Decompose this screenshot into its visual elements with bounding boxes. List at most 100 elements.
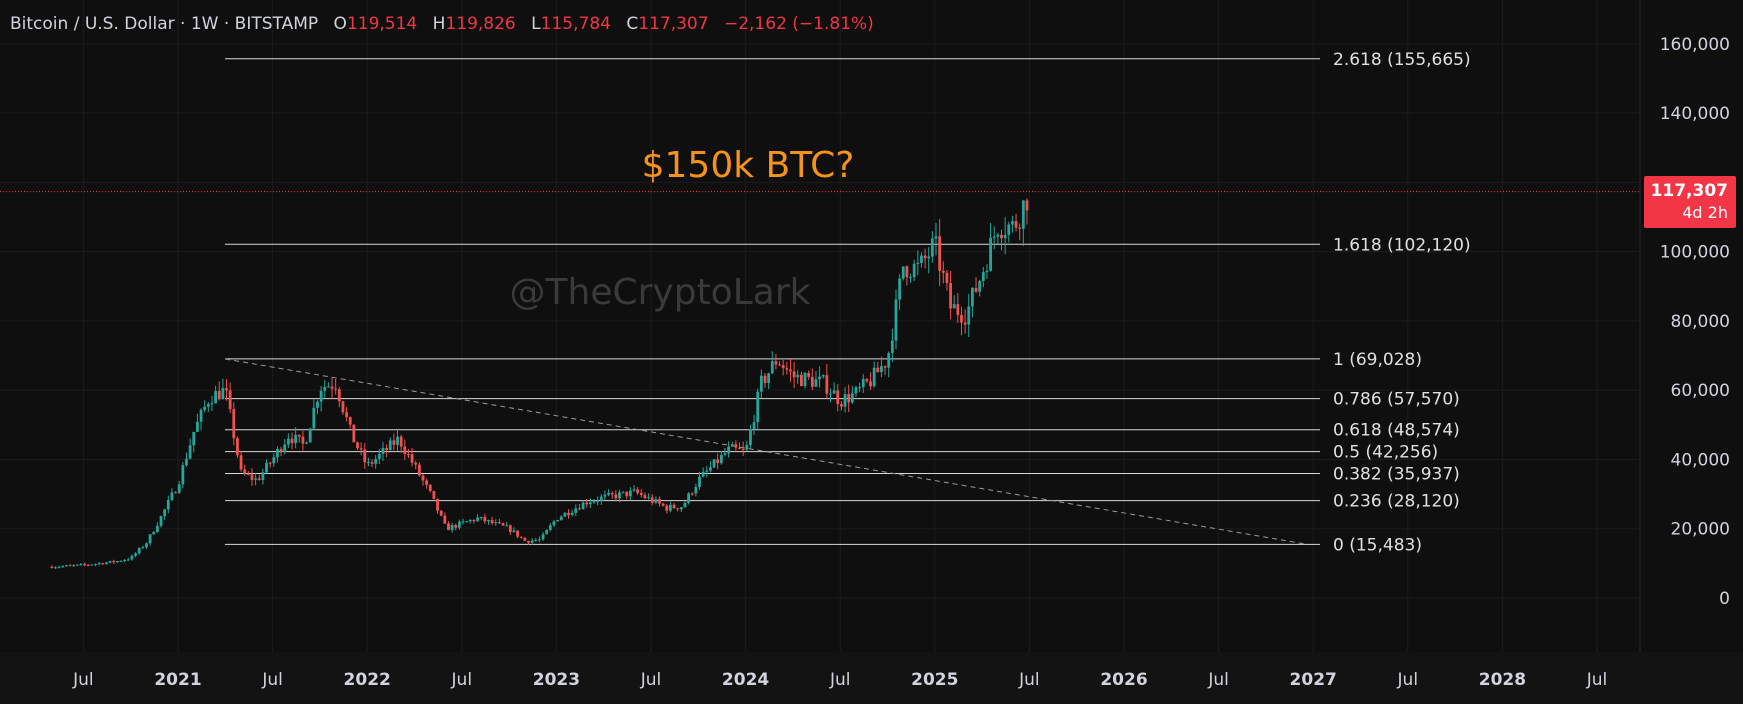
candle-body (607, 492, 610, 495)
candle-body (232, 409, 236, 439)
candle-body (105, 562, 108, 565)
candle-body (556, 520, 560, 522)
candle-body (246, 473, 250, 475)
candle-body (326, 386, 330, 388)
candle-body (297, 434, 301, 437)
x-tick-label: Jul (1586, 670, 1608, 690)
candle-body (672, 504, 676, 509)
candle-body (588, 502, 592, 505)
candle-body (345, 412, 348, 418)
candle-body (716, 459, 720, 464)
candle-body (534, 540, 538, 542)
fib-level-label: 1.618 (102,120) (1333, 235, 1471, 255)
candle-body (217, 390, 221, 400)
candle-body (548, 525, 552, 530)
annotation-text: $150k BTC? (642, 145, 855, 186)
candle-body (545, 529, 549, 535)
candle-body (581, 502, 585, 510)
y-tick-label: 60,000 (1671, 381, 1730, 401)
candle-body (359, 448, 363, 450)
x-tick-label: Jul (451, 670, 473, 690)
candle-body (749, 429, 752, 446)
candle-body (654, 499, 658, 503)
candle-body (861, 379, 865, 388)
candle-body (992, 236, 996, 238)
fib-level-label: 1 (69,028) (1333, 350, 1422, 370)
candle-body (774, 361, 778, 365)
candle-body (177, 484, 181, 493)
candle-body (901, 266, 905, 279)
candle-body (938, 236, 942, 271)
candle-body (621, 491, 625, 493)
candle-body (381, 448, 385, 454)
candle-body (578, 508, 581, 510)
x-tick-label: 2027 (1290, 670, 1337, 690)
candle-body (432, 490, 436, 499)
candle-body (570, 512, 574, 516)
candle-body (392, 440, 396, 445)
candle-body (108, 560, 112, 563)
candle-body (967, 306, 971, 325)
candle-body (290, 438, 294, 444)
candle-body (745, 445, 749, 450)
candle-body (159, 516, 163, 526)
candle-body (770, 361, 774, 374)
candle-body (421, 475, 425, 481)
x-tick-label: Jul (1018, 670, 1040, 690)
candle-body (850, 393, 854, 403)
symbol-name: Bitcoin / U.S. Dollar · 1W · BITSTAMP (10, 14, 319, 34)
time-axis-panel (0, 652, 1743, 704)
fib-level-label: 0.618 (48,574) (1333, 421, 1460, 441)
high-label: H (432, 14, 446, 34)
candle-body (479, 516, 483, 518)
candle-body (898, 278, 902, 300)
candle-body (272, 457, 276, 464)
y-tick-label: 160,000 (1660, 35, 1730, 55)
candle-body (210, 403, 214, 405)
candle-body (145, 543, 148, 548)
candle-body (367, 462, 370, 464)
candle-body (905, 266, 909, 278)
candle-body (869, 381, 872, 387)
candle-body (989, 237, 992, 271)
candle-body (603, 494, 607, 497)
candle-body (825, 375, 829, 394)
candle-body (709, 467, 712, 471)
x-tick-label: 2023 (533, 670, 580, 690)
candle-body (880, 366, 883, 373)
candle-body (719, 454, 723, 464)
x-tick-label: 2024 (722, 670, 769, 690)
candle-body (1025, 200, 1029, 211)
fib-level-label: 2.618 (155,665) (1333, 50, 1471, 70)
candle-body (767, 373, 771, 383)
candle-body (337, 389, 341, 402)
bar-countdown: 4d 2h (1682, 203, 1728, 222)
candle-body (454, 524, 458, 528)
candle-body (348, 417, 352, 425)
x-tick-label: 2026 (1100, 670, 1147, 690)
y-tick-label: 40,000 (1671, 450, 1730, 470)
candle-body (763, 375, 767, 383)
candle-body (985, 270, 989, 273)
candle-body (923, 255, 927, 259)
candle-body (119, 560, 123, 562)
candle-body (610, 492, 614, 495)
candle-body (356, 442, 359, 449)
candle-body (257, 478, 261, 480)
candle-body (807, 372, 811, 377)
candle-body (730, 444, 734, 447)
candle-body (243, 469, 247, 474)
candle-body (370, 462, 374, 464)
candle-body (541, 534, 545, 540)
close-label: C (626, 14, 639, 34)
open-label: O (333, 14, 347, 34)
candle-body (505, 525, 509, 527)
candle-body (796, 374, 800, 378)
candle-body (832, 390, 836, 394)
candle-body (854, 387, 858, 394)
candle-body (836, 390, 840, 405)
candle-body (61, 566, 65, 568)
candle-body (527, 540, 530, 543)
open-value: 119,514 (346, 14, 418, 34)
